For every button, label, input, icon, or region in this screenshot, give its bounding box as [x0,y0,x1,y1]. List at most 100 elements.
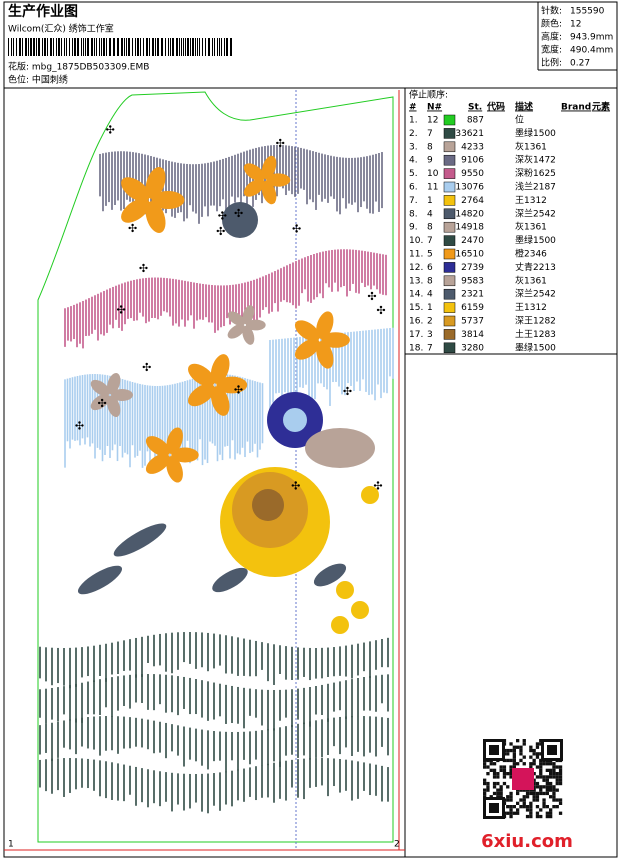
qr-cell [529,788,533,792]
qr-cell [552,768,556,772]
qr-cell [555,772,559,776]
bar-stripe [140,38,141,56]
qr-cell [555,778,559,782]
cross-motif: ✣ [373,479,382,492]
qr-cell [529,765,533,769]
qr-cell [535,791,540,796]
petal [261,155,277,180]
bar-stripe [58,38,60,56]
color-swatch [443,195,456,206]
qr-cell [552,788,556,792]
petal [243,163,265,182]
qr-cell [522,805,526,809]
bar-stripe [192,38,194,56]
thread-description: 墨绿1500 [515,127,556,139]
qr-cell [545,781,549,786]
qr-cell [555,788,559,792]
qr-cell [512,805,516,809]
bar-stripe [113,38,115,56]
qr-cell [532,772,536,776]
bar-stripe [28,38,29,56]
cross-motif: ✣ [343,385,352,398]
stitch-count: 3280 [461,343,484,353]
petal [245,319,266,331]
colorway: 色位: 中国刺绣 [8,74,68,86]
bar-stripe [187,38,189,56]
stitch-count: 16510 [455,250,484,260]
qr-cell [483,781,487,786]
qr-cell [486,772,490,776]
info-value: 943.9mm [570,33,613,43]
qr-cell [489,768,493,772]
qr-cell [492,785,497,789]
qr-cell [549,772,553,776]
qr-cell [502,781,507,786]
qr-cell [499,791,503,796]
qr-finder [547,745,557,755]
qr-cell [552,772,556,776]
bar-stripe [152,38,154,56]
qr-cell [519,798,523,802]
color-swatch [443,315,456,327]
qr-cell [506,748,510,753]
bar-stripe [212,38,213,56]
bar-stripe [128,38,130,56]
qr-cell [539,742,543,746]
qr-cell [512,745,516,749]
qr-cell [529,801,533,805]
bar-stripe [168,38,169,56]
needle-number: 12 [427,116,438,126]
thread-description: 浅兰2187 [515,181,556,193]
qr-cell [512,752,516,756]
qr-cell [483,788,487,792]
needle-number: 5 [427,250,433,260]
qr-cell [549,762,553,766]
qr-cell [532,788,536,792]
qr-cell [483,795,487,799]
color-swatch [443,154,456,166]
qr-cell [532,752,536,756]
bar-stripe [149,38,150,56]
marker: 2 [394,840,400,850]
row-number: 2. [409,129,418,139]
column-header: N# [427,103,442,113]
qr-cell [558,768,563,772]
needle-number: 4 [427,209,433,219]
qr-cell [535,745,540,749]
bar-stripe [85,38,86,56]
qr-cell [525,814,530,819]
thread-description: 灰1361 [515,274,547,286]
qr-cell [509,814,513,819]
qr-cell [532,795,536,799]
qr-cell [549,811,553,815]
color-swatch [443,342,456,354]
petal [188,363,215,387]
petal [266,173,291,187]
qr-cell [545,811,549,815]
stitch-count: 2739 [461,263,484,273]
bar-stripe [94,38,95,56]
bar-stripe [36,38,37,56]
flower [331,616,349,634]
qr-cell [486,765,490,769]
qr-cell [545,762,549,766]
color-swatch [443,235,456,246]
qr-cell [522,798,526,802]
qr-cell [535,775,540,779]
needle-number: 11 [427,183,438,193]
bar-stripe [219,38,220,56]
cross-motif: ✣ [276,137,285,150]
qr-cell [555,781,559,786]
bar-stripe [81,38,82,56]
qr-cell [496,772,500,776]
stitch-count: 33621 [455,129,484,139]
row-number: 17. [409,330,423,340]
qr-cell [529,808,533,812]
bar-stripe [72,38,73,56]
qr-cell [496,788,500,792]
qr-cell [555,775,559,779]
qr-cell [535,811,540,815]
qr-cell [499,788,503,792]
petal [151,191,185,209]
qr-cell [529,755,533,759]
